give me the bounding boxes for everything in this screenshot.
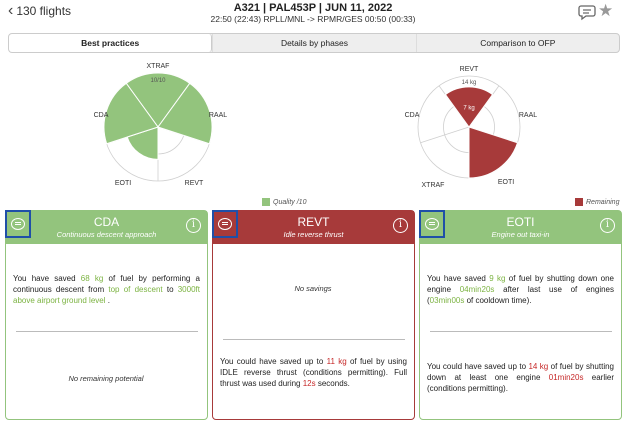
card-revt-subtitle: Idle reverse thrust xyxy=(283,230,344,239)
chart-sector-xtraf xyxy=(125,72,191,128)
legend-label-remaining: Remaining xyxy=(586,198,620,206)
chart-sector-eoti xyxy=(468,126,519,179)
legend-quality: Quality /10 xyxy=(262,198,306,206)
divider xyxy=(16,331,198,332)
card-eoti-potential-text: You could have saved up to 14 kg of fuel… xyxy=(427,362,615,393)
category-label-raal: RAAL xyxy=(209,112,227,119)
category-label-xtraf: XTRAF xyxy=(147,63,170,70)
category-label-cda: CDA xyxy=(94,112,109,119)
legend-swatch-green xyxy=(262,198,270,206)
category-label-xtraf: XTRAF xyxy=(422,182,445,189)
card-cda: CDA Continuous descent approach i You ha… xyxy=(5,210,208,420)
back-button[interactable]: ‹ 130 flights xyxy=(8,2,72,19)
back-label: 130 flights xyxy=(16,4,72,18)
comment-icon xyxy=(425,218,439,230)
divider xyxy=(223,339,405,340)
grid-spoke xyxy=(420,126,470,144)
chart-sector-raal xyxy=(157,82,213,145)
tab-best-practices[interactable]: Best practices xyxy=(9,34,213,52)
category-label-cda: CDA xyxy=(405,112,420,119)
card-eoti-subtitle: Engine out taxi-in xyxy=(491,230,550,239)
chart-sector-cda xyxy=(103,82,159,145)
category-label-eoti: EOTI xyxy=(115,180,131,187)
top-bar: ‹ 130 flights A321 | PAL453P | JUN 11, 2… xyxy=(0,0,626,28)
card-eoti-header: EOTI Engine out taxi-in i xyxy=(419,210,621,244)
tab-details-by-phases[interactable]: Details by phases xyxy=(212,34,415,52)
scale-label: 7 kg xyxy=(463,106,474,112)
legend-swatch-red xyxy=(575,198,583,206)
scale-label: 14 kg xyxy=(462,80,477,86)
flight-title: A321 | PAL453P | JUN 11, 2022 xyxy=(233,2,393,14)
segmented-tabs: Best practices Details by phases Compari… xyxy=(8,33,620,53)
card-revt-potential-text: You could have saved up to 11 kg of fuel… xyxy=(220,357,407,388)
legend-remaining: Remaining xyxy=(575,198,619,206)
favorite-star-icon[interactable]: ★ xyxy=(598,1,614,20)
info-icon[interactable]: i xyxy=(600,218,615,233)
card-cda-saved-text: You have saved 68 kg of fuel by performi… xyxy=(13,274,200,305)
comment-button[interactable] xyxy=(5,210,31,238)
comment-icon[interactable] xyxy=(578,3,596,21)
card-cda-title: CDA xyxy=(93,215,120,229)
chart-sector-revt xyxy=(444,86,494,128)
comment-button[interactable] xyxy=(212,210,238,238)
scale-label: 10/10 xyxy=(150,78,166,84)
chart-sector-eoti xyxy=(126,126,159,160)
card-cda-header: CDA Continuous descent approach i xyxy=(5,210,207,244)
divider xyxy=(430,331,612,332)
comment-button[interactable] xyxy=(419,210,445,238)
tab-comparison-to-ofp[interactable]: Comparison to OFP xyxy=(415,34,619,52)
info-icon[interactable]: i xyxy=(393,218,408,233)
card-cda-remaining: No remaining potential xyxy=(68,374,144,383)
card-eoti: EOTI Engine out taxi-in i You have saved… xyxy=(419,210,622,420)
card-revt: REVT Idle reverse thrust i No savings Yo… xyxy=(212,210,415,420)
info-icon[interactable]: i xyxy=(186,218,201,233)
card-revt-savings: No savings xyxy=(294,284,332,293)
category-label-revt: REVT xyxy=(185,180,204,187)
card-revt-header: REVT Idle reverse thrust i xyxy=(212,210,414,244)
card-eoti-title: EOTI xyxy=(506,215,535,229)
card-cda-subtitle: Continuous descent approach xyxy=(56,230,157,239)
card-eoti-saved-text: You have saved 9 kg of fuel by shutting … xyxy=(427,274,615,305)
category-label-revt: REVT xyxy=(460,66,479,73)
category-label-eoti: EOTI xyxy=(498,179,514,186)
category-label-raal: RAAL xyxy=(519,112,537,119)
polar-charts: XTRAF RAAL REVT EOTI CDA 10/10 REVT RAAL EOTI XTR… xyxy=(94,63,538,189)
card-revt-title: REVT xyxy=(297,215,330,229)
legend-label-quality: Quality /10 xyxy=(273,198,307,206)
flight-subtitle: 22:50 (22:43) RPLL/MNL -> RPMR/GES 00:50… xyxy=(210,14,416,24)
chevron-left-icon: ‹ xyxy=(8,2,14,19)
comment-icon xyxy=(11,218,25,230)
comment-icon xyxy=(218,218,232,230)
